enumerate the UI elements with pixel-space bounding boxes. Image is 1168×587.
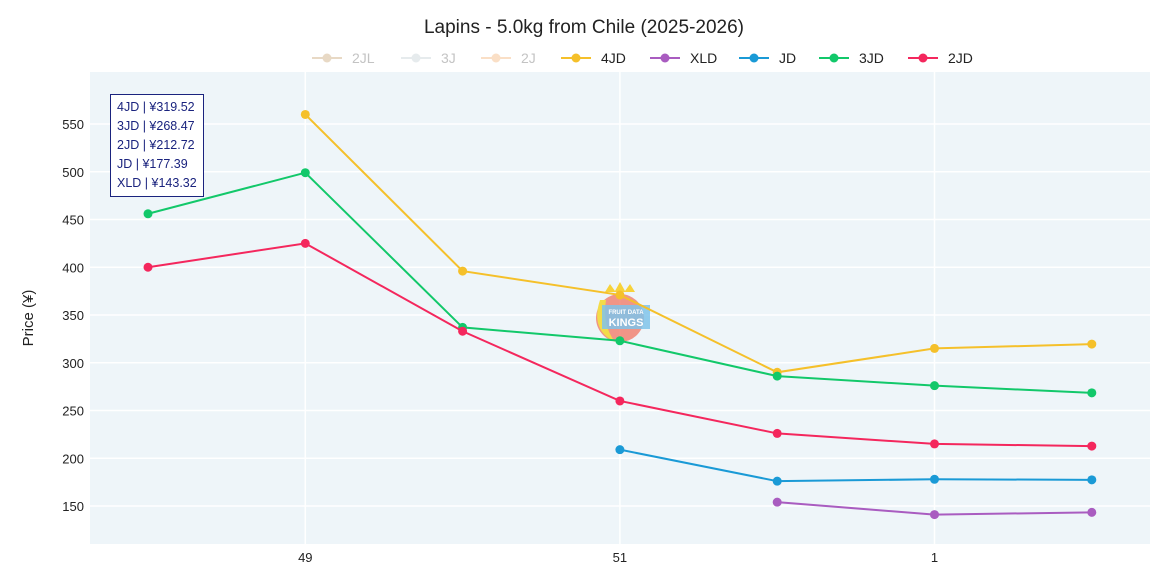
y-tick-label: 550 xyxy=(62,117,84,132)
data-point-JD xyxy=(1087,475,1097,485)
annotation-line: 4JD | ¥319.52 xyxy=(117,100,195,114)
data-point-4JD xyxy=(930,343,939,353)
y-tick-label: 300 xyxy=(62,356,84,371)
y-tick-label: 450 xyxy=(62,213,84,228)
svg-text:FRUIT DATA: FRUIT DATA xyxy=(608,310,644,316)
data-point-XLD xyxy=(930,510,939,520)
data-point-4JD xyxy=(458,266,468,276)
y-tick-label: 350 xyxy=(62,308,84,323)
hover-annotation: 4JD | ¥319.52 3JD | ¥268.47 2JD | ¥212.7… xyxy=(110,94,204,197)
x-tick-label: 1 xyxy=(931,550,938,565)
data-point-4JD xyxy=(300,109,310,119)
data-point-3JD xyxy=(143,209,153,219)
legend-label: JD xyxy=(779,50,796,66)
data-point-2JD xyxy=(143,262,153,272)
legend-item-2JD[interactable]: 2JD xyxy=(908,50,973,66)
legend-marker xyxy=(660,53,670,63)
data-point-4JD xyxy=(1087,339,1097,349)
legend-marker xyxy=(918,53,928,63)
data-point-JD xyxy=(772,476,782,486)
legend-item-3JD[interactable]: 3JD xyxy=(819,50,884,66)
watermark-logo: FRUIT DATA KINGS xyxy=(596,282,650,342)
series-line-4JD xyxy=(304,113,1092,374)
legend-item-2J[interactable]: 2J xyxy=(481,50,536,66)
data-point-3JD xyxy=(300,168,310,178)
y-tick-label: 400 xyxy=(62,260,84,275)
data-point-XLD xyxy=(772,497,782,507)
data-point-3JD xyxy=(615,336,625,346)
legend-label: 2JL xyxy=(352,50,375,66)
data-point-2JD xyxy=(300,238,310,248)
x-tick-label: 49 xyxy=(298,550,312,565)
legend-marker xyxy=(749,53,759,63)
legend-item-2JL[interactable]: 2JL xyxy=(312,50,375,66)
annotation-line: JD | ¥177.39 xyxy=(117,157,188,171)
legend-marker xyxy=(411,53,421,63)
legend-item-3J[interactable]: 3J xyxy=(401,50,456,66)
annotation-line: 3JD | ¥268.47 xyxy=(117,119,195,133)
y-tick-label: 150 xyxy=(62,499,84,514)
legend-item-4JD[interactable]: 4JD xyxy=(561,50,626,66)
legend-label: 3JD xyxy=(859,50,884,66)
chart-title: Lapins - 5.0kg from Chile (2025-2026) xyxy=(424,17,744,38)
legend-marker xyxy=(322,53,332,63)
data-point-2JD xyxy=(458,326,468,336)
data-point-JD xyxy=(930,474,939,484)
data-point-2JD xyxy=(1087,441,1097,451)
data-point-JD xyxy=(615,445,625,455)
legend-label: 2J xyxy=(521,50,536,66)
data-point-2JD xyxy=(930,439,939,449)
legend-marker xyxy=(571,53,581,63)
legend-label: 2JD xyxy=(948,50,973,66)
data-point-3JD xyxy=(930,381,939,391)
y-axis-label: Price (¥) xyxy=(20,290,37,347)
data-point-3JD xyxy=(772,371,782,381)
legend-label: XLD xyxy=(690,50,717,66)
legend-item-JD[interactable]: JD xyxy=(739,50,796,66)
svg-text:KINGS: KINGS xyxy=(609,317,644,329)
series-line-JD xyxy=(619,448,1092,483)
annotation-line: 2JD | ¥212.72 xyxy=(117,138,195,152)
legend-marker xyxy=(491,53,501,63)
data-point-4JD xyxy=(615,290,625,300)
annotation-line: XLD | ¥143.32 xyxy=(117,176,197,190)
data-point-2JD xyxy=(772,428,782,438)
legend-label: 4JD xyxy=(601,50,626,66)
data-point-2JD xyxy=(615,396,625,406)
legend-marker xyxy=(829,53,839,63)
y-tick-label: 500 xyxy=(62,165,84,180)
legend-label: 3J xyxy=(441,50,456,66)
x-tick-label: 51 xyxy=(613,550,627,565)
y-tick-label: 200 xyxy=(62,451,84,466)
y-tick-label: 250 xyxy=(62,404,84,419)
data-point-3JD xyxy=(1087,388,1097,398)
data-point-XLD xyxy=(1087,507,1097,517)
legend-item-XLD[interactable]: XLD xyxy=(650,50,717,66)
